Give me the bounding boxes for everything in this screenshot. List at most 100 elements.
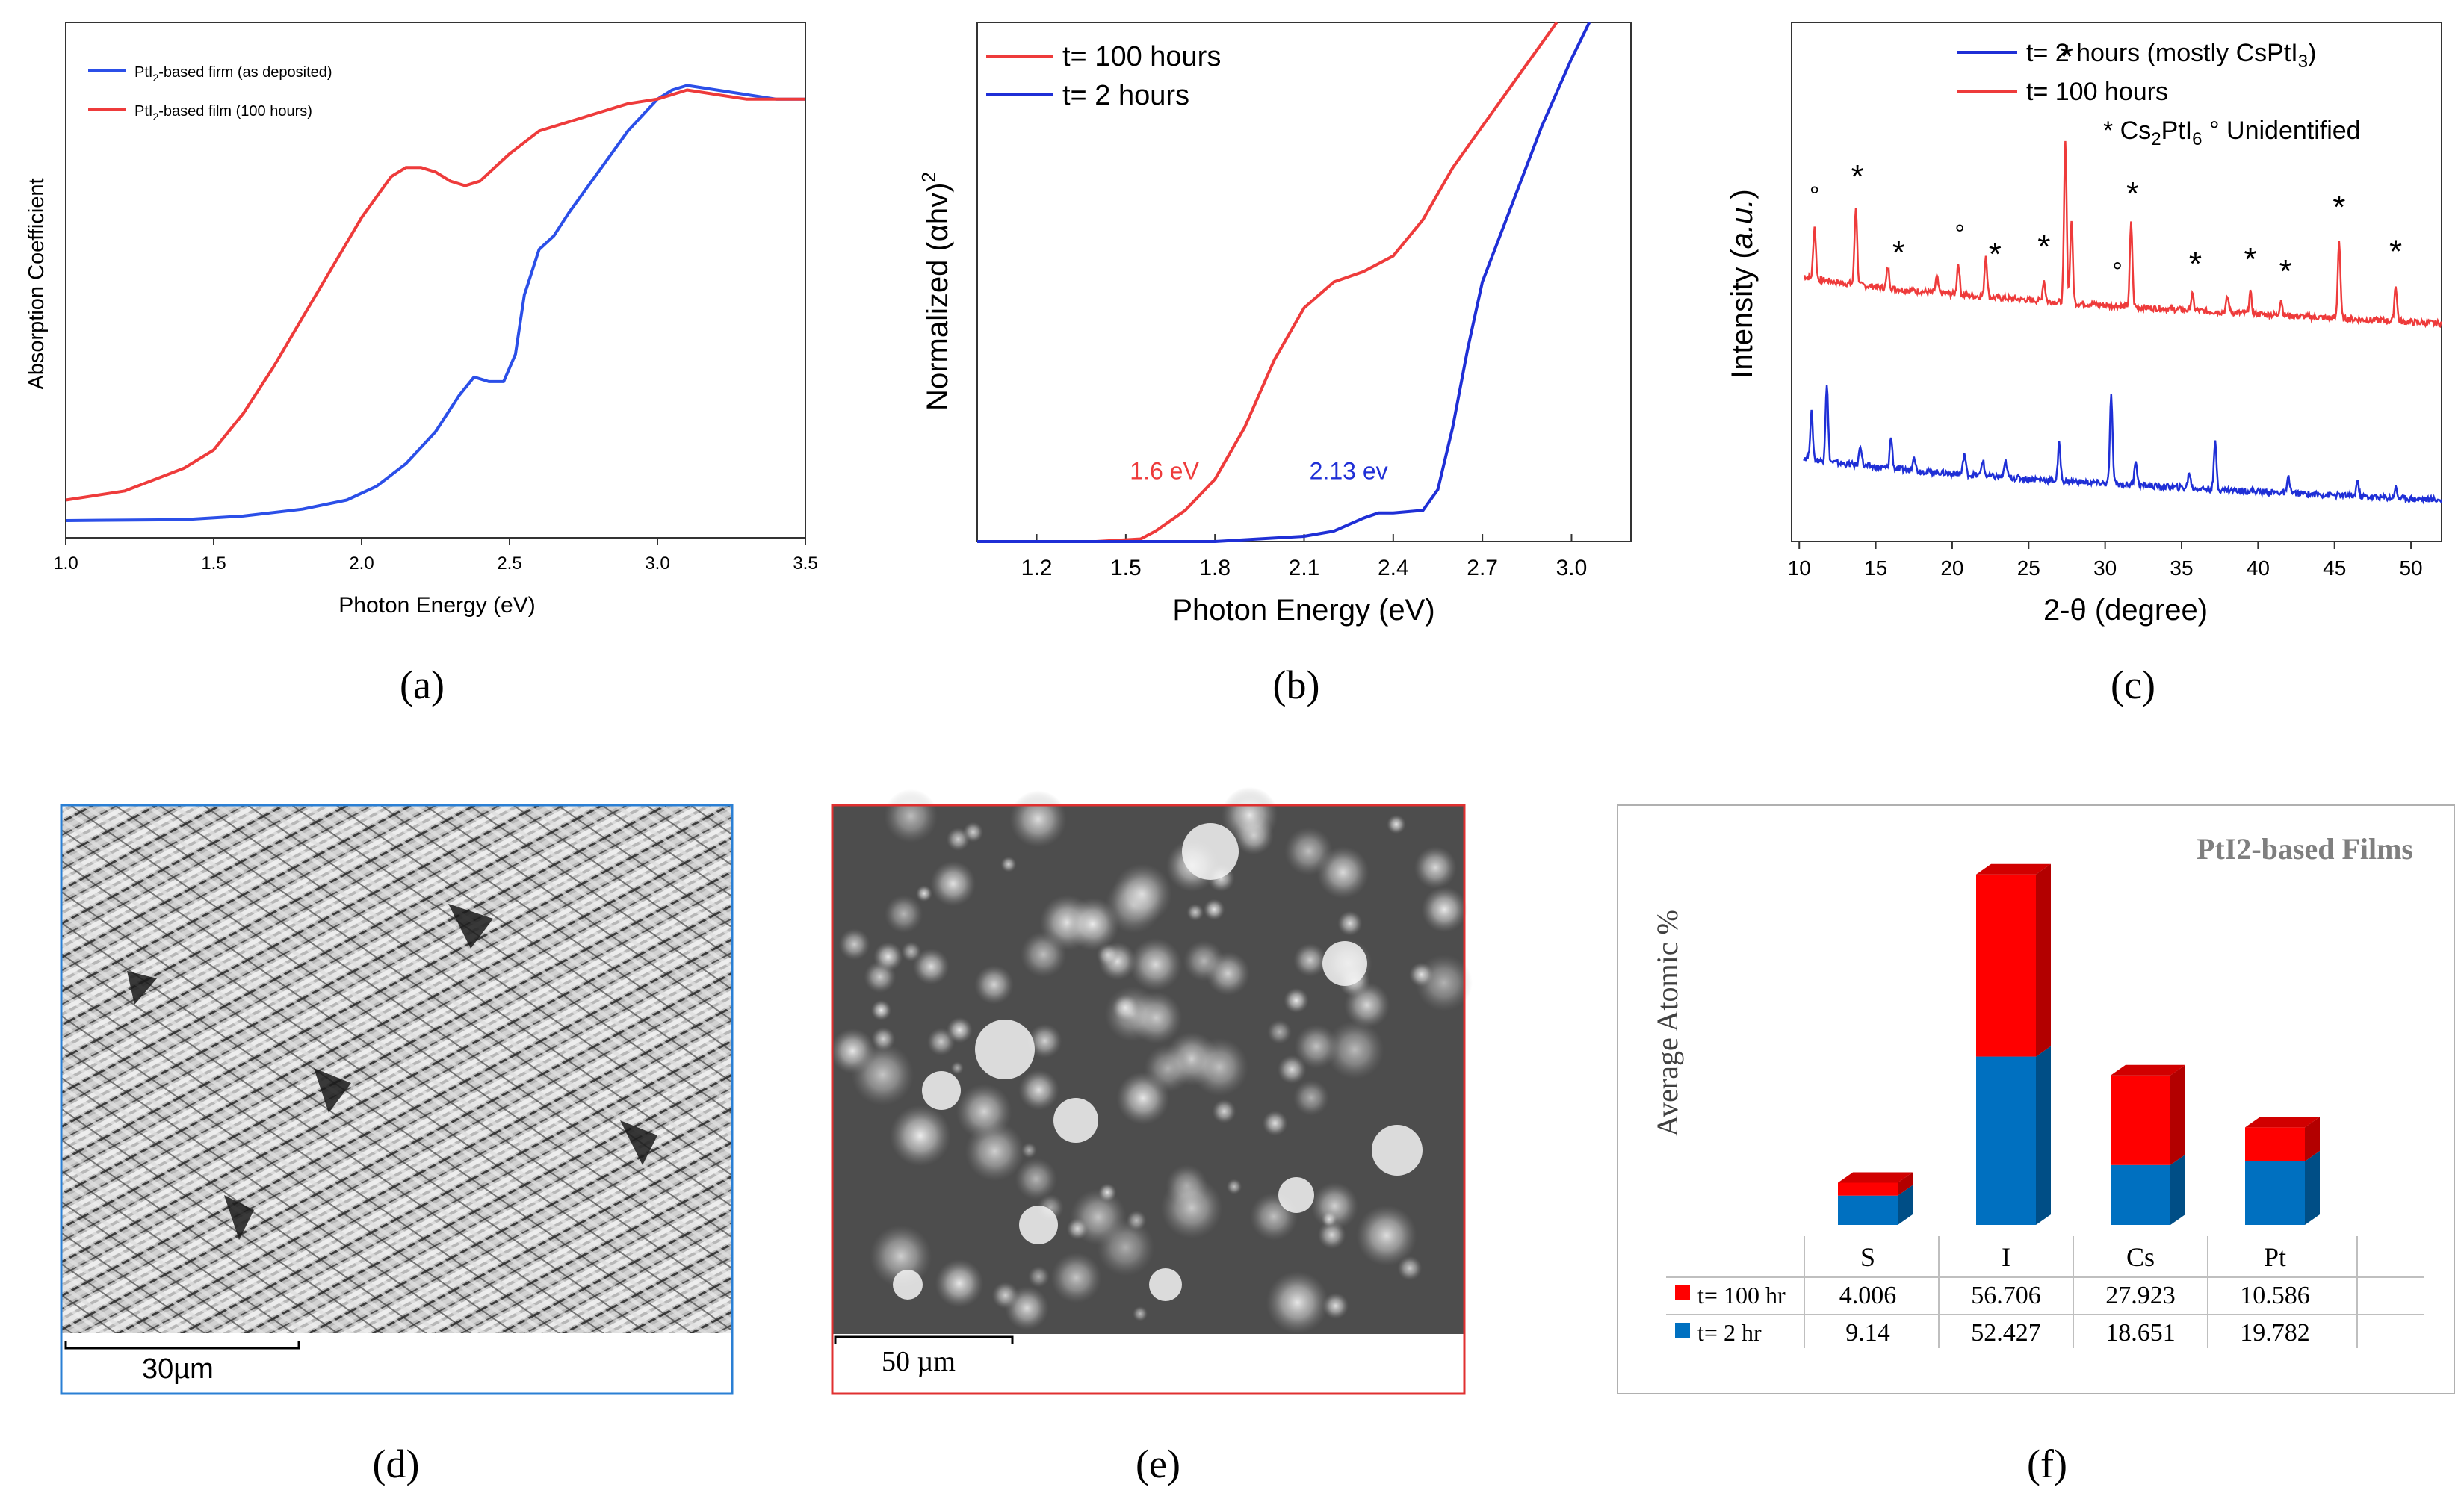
bar-segment-side [2170,1154,2185,1225]
bar-segment-side [2170,1064,2185,1165]
legend-text: ° Unidentified [2203,117,2361,145]
series-line [977,21,1558,543]
y-axis-label: Normalized (αhv)2 [917,172,954,411]
bar-segment-top [2245,1117,2320,1128]
bright-particle [1284,827,1334,876]
series-line [65,88,805,502]
sem-texture-overlay [61,805,732,1394]
table-cell: 52.427 [1971,1319,2041,1347]
table-row-label: t= 2 hr [1697,1319,1762,1346]
bright-particle [1097,1218,1155,1276]
x-tick-label: 35 [2170,556,2193,580]
peak-marker-star: * [2037,229,2050,265]
bar-segment-side [1898,1185,1913,1225]
x-tick-label: 1.0 [53,553,78,574]
legend-label: * Cs2PtI6 ° Unidentified [2103,117,2361,149]
bright-particle [1284,987,1309,1014]
x-tick-label: 1.5 [201,553,226,574]
x-axis-label: 2-θ (degree) [2043,594,2208,627]
table-cell: 10.586 [2240,1282,2310,1309]
bright-particle [975,1020,1035,1079]
x-tick-label: 3.0 [645,553,669,574]
series-line [1803,140,2443,329]
table-cell: 56.706 [1971,1282,2041,1309]
peak-marker-star: * [1892,235,1905,271]
table-header: Cs [2126,1242,2155,1272]
table-cell: 19.782 [2240,1319,2310,1347]
bar-segment-side [2036,1046,2051,1225]
bright-particle [1325,1020,1384,1079]
bright-particle [1421,887,1467,933]
panel-b-tauc-chart: 1.2 1.5 1.8 2.1 2.4 2.7 3.0 t= 100 hours t= 2 h… [917,21,1632,707]
legend-text: PtI [134,64,152,81]
scale-bar-band [61,1333,732,1394]
legend: t= 100 hours t= 2 hours [986,41,1221,111]
peak-marker-star: * [2389,233,2402,270]
table-cell: 27.923 [2105,1282,2176,1309]
bright-particle [1066,1217,1089,1240]
bright-particle [1133,1306,1148,1321]
bright-particle [1266,1271,1329,1334]
bright-particle [1203,899,1225,920]
peak-marker-star: * [2244,241,2257,278]
bright-particle [1397,1256,1423,1281]
bright-particle [1149,1268,1182,1301]
sem-bright-particles [829,786,1473,1334]
y-axis-label: Absorption Coefficient [25,178,49,389]
panel-e-sem-image: 50 µm (e) [829,786,1473,1486]
bright-particle [1414,846,1457,889]
peak-marker-star: * [2061,39,2073,75]
peak-marker-circle: ° [2112,258,2123,286]
legend-text: -based firm (as deposited) [158,64,332,81]
table-header: Pt [2264,1242,2286,1272]
bright-particle [1186,903,1204,921]
x-tick-label: 2.4 [1378,556,1409,580]
bright-particle [1356,1205,1417,1266]
panel-label: (c) [2111,663,2155,707]
series-line [65,84,805,522]
bright-particle [1310,1182,1358,1230]
bright-particle [1050,1252,1102,1303]
x-tick-label: 45 [2323,556,2346,580]
x-tick-label: 3.5 [793,553,817,574]
table-cell: 4.006 [1839,1282,1897,1309]
bright-particle [1293,1079,1330,1116]
bar-segment-side [1898,1172,1913,1196]
x-tick-label: 50 [2399,556,2422,580]
legend-label: t= 2 hours (mostly CsPtI3) [2026,39,2316,72]
bright-particle [1183,940,1225,981]
bright-particle [1372,1125,1423,1176]
bright-particle [1387,814,1406,834]
bright-particle [1322,941,1367,986]
bright-particle [1066,897,1120,951]
bright-particle [1182,823,1239,880]
bright-particle [1267,1020,1292,1045]
legend-text: -based film (100 hours) [158,103,312,120]
bright-particle [1322,1292,1349,1319]
plot-frame [65,22,806,539]
bright-particle [1212,1099,1236,1123]
bar-segment-front [1838,1195,1898,1225]
panel-label: (e) [1136,1442,1180,1486]
peak-marker-star: * [2189,246,2202,282]
bright-particle [889,1105,951,1167]
bright-particle [1009,790,1067,848]
bright-particle [916,885,932,902]
legend-subscript: 3 [2298,52,2308,72]
x-tick-label: 1.8 [1199,556,1231,580]
bright-particle [884,895,923,934]
legend-subscript: 2 [152,72,158,84]
bar-segment-front [2245,1161,2305,1225]
x-tick-label: 2.7 [1467,556,1498,580]
panel-c-xrd-chart: 10 15 20 25 30 35 40 45 50 ° * * ° * * * ° * * * * * * t= 2 h… [1726,22,2443,707]
x-tick-label: 15 [1864,556,1887,580]
legend-subscript: 2 [152,111,158,122]
table-cell: 9.14 [1845,1319,1890,1347]
bright-particle [901,941,922,962]
annotation-label: 1.6 eV [1130,458,1199,485]
table-row-label: t= 100 hr [1697,1282,1786,1309]
plot-frame [1791,22,2442,542]
x-tick-label: 2.0 [349,553,374,574]
panel-f-atomic-percent-chart: PtI2-based Films Average Atomic % S I Cs Pt… [1617,804,2455,1486]
series-line [977,22,1591,543]
